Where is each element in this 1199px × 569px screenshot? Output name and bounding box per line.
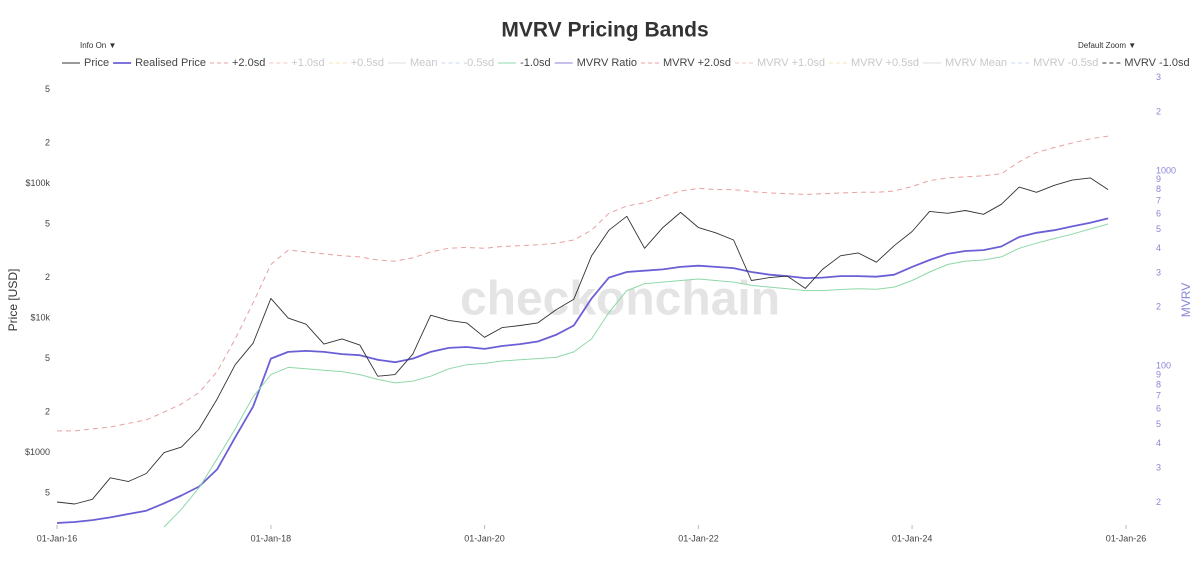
- legend-label: MVRV Mean: [945, 57, 1007, 69]
- y-tick-label: 5: [45, 84, 50, 94]
- y-axis-title: Price [USD]: [6, 269, 20, 332]
- legend: Price Realised Price +2.0sd +1.0sd +0.5sd Mea…: [62, 57, 1190, 69]
- legend-item[interactable]: Realised Price: [113, 57, 206, 69]
- legend-label: -0.5sd: [464, 57, 495, 69]
- y2-tick-label: 8: [1156, 184, 1161, 194]
- y2-tick-label: 7: [1156, 391, 1161, 401]
- legend-item[interactable]: MVRV -1.0sd: [1102, 57, 1190, 69]
- legend-item[interactable]: MVRV +1.0sd: [735, 57, 825, 69]
- legend-item[interactable]: MVRV -0.5sd: [1011, 57, 1098, 69]
- y2-tick-label: 6: [1156, 209, 1161, 219]
- y2-tick-label: 3: [1156, 267, 1161, 277]
- legend-label: MVRV -1.0sd: [1124, 57, 1189, 69]
- legend-label: MVRV +2.0sd: [663, 57, 731, 69]
- y2-tick-label: 1000: [1156, 165, 1176, 175]
- y-tick-label: 5: [45, 353, 50, 363]
- legend-label: MVRV +0.5sd: [851, 57, 919, 69]
- x-tick-label: 01-Jan-20: [464, 533, 505, 543]
- y2-tick-label: 9: [1156, 369, 1161, 379]
- series-line: [56, 177, 1109, 505]
- series-line: [57, 135, 1109, 432]
- y-tick-label: 2: [45, 137, 50, 147]
- legend-label: MVRV -0.5sd: [1033, 57, 1098, 69]
- y2-tick-label: 3: [1156, 72, 1161, 82]
- legend-label: MVRV +1.0sd: [757, 57, 825, 69]
- y2-tick-label: 3: [1156, 462, 1161, 472]
- y2-tick-label: 2: [1156, 497, 1161, 507]
- legend-item[interactable]: MVRV Mean: [923, 57, 1007, 69]
- y-tick-label: 2: [45, 406, 50, 416]
- legend-item[interactable]: MVRV +2.0sd: [641, 57, 731, 69]
- legend-label: Mean: [410, 57, 438, 69]
- y-tick-label: $1000: [25, 447, 50, 457]
- zoom-button[interactable]: Default Zoom ▼: [1078, 41, 1136, 50]
- x-tick-label: 01-Jan-24: [892, 533, 933, 543]
- y2-axis-title: MVRV: [1179, 283, 1193, 317]
- legend-label: +1.0sd: [291, 57, 324, 69]
- y2-tick-label: 8: [1156, 379, 1161, 389]
- y2-tick-label: 2: [1156, 107, 1161, 117]
- legend-item[interactable]: MVRV +0.5sd: [829, 57, 919, 69]
- y2-tick-label: 5: [1156, 419, 1161, 429]
- legend-label: MVRV Ratio: [577, 57, 637, 69]
- y-tick-label: 5: [45, 488, 50, 498]
- legend-label: +0.5sd: [351, 57, 384, 69]
- legend-item[interactable]: Price: [62, 57, 109, 69]
- y-tick-label: 2: [45, 272, 50, 282]
- legend-label: +2.0sd: [232, 57, 265, 69]
- y-tick-label: $10k: [30, 312, 50, 322]
- y2-tick-label: 100: [1156, 360, 1171, 370]
- y2-tick-label: 4: [1156, 243, 1161, 253]
- y2-tick-label: 6: [1156, 404, 1161, 414]
- y-tick-label: 5: [45, 218, 50, 228]
- y2-tick-label: 9: [1156, 174, 1161, 184]
- series-line: [163, 223, 1109, 528]
- x-tick-label: 01-Jan-18: [251, 533, 292, 543]
- y2-tick-label: 7: [1156, 196, 1161, 206]
- legend-label: -1.0sd: [520, 57, 551, 69]
- series-line: [56, 217, 1109, 524]
- y2-tick-label: 2: [1156, 302, 1161, 312]
- legend-label: Realised Price: [135, 57, 206, 69]
- legend-item[interactable]: Mean: [388, 57, 438, 69]
- x-tick-label: 01-Jan-16: [37, 533, 78, 543]
- legend-item[interactable]: +2.0sd: [210, 57, 265, 69]
- y2-tick-label: 5: [1156, 224, 1161, 234]
- chart-title: MVRV Pricing Bands: [501, 19, 708, 42]
- legend-item[interactable]: +1.0sd: [269, 57, 325, 69]
- legend-label: Price: [84, 57, 109, 69]
- y-tick-label: $100k: [25, 178, 50, 188]
- legend-item[interactable]: +0.5sd: [328, 57, 384, 69]
- legend-item[interactable]: -0.5sd: [441, 57, 495, 69]
- x-tick-label: 01-Jan-22: [678, 533, 719, 543]
- legend-item[interactable]: MVRV Ratio: [554, 57, 637, 69]
- info-button[interactable]: Info On ▼: [80, 41, 116, 50]
- x-tick-label: 01-Jan-26: [1106, 533, 1147, 543]
- y2-tick-label: 4: [1156, 438, 1161, 448]
- legend-item[interactable]: -1.0sd: [498, 57, 551, 69]
